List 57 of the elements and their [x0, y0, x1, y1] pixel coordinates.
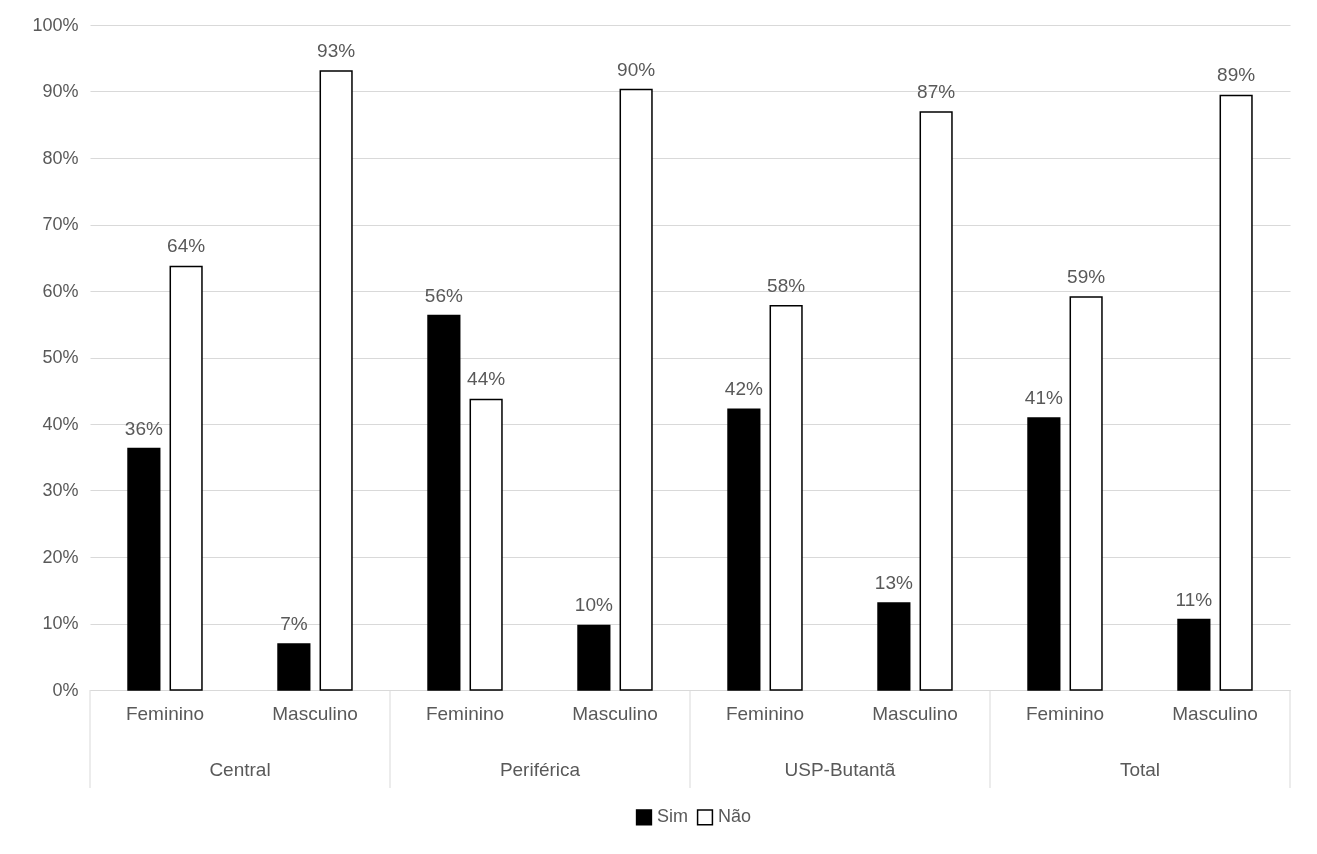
y-tick-label: 20%: [42, 546, 79, 567]
y-tick-label: 30%: [42, 480, 79, 500]
x-tick-label: Feminino: [425, 702, 505, 724]
bar: [919, 111, 953, 691]
text: Periférica: [499, 759, 581, 780]
data-label: 58%: [767, 274, 806, 296]
bar: [1177, 618, 1211, 691]
y-tick-label: 100%: [32, 14, 79, 35]
x-tick-label: Masculino: [1172, 702, 1258, 724]
x-tick-label: Feminino: [125, 702, 205, 724]
bar: [877, 602, 911, 691]
legend-label: Não: [718, 806, 752, 827]
bar: [319, 70, 353, 691]
bar: [619, 88, 653, 691]
bar: [277, 643, 311, 691]
x-tick-label: Feminino: [725, 702, 805, 724]
x-tick-label: Masculino: [572, 702, 658, 724]
data-label: 89%: [1217, 64, 1256, 86]
data-label: 42%: [724, 378, 763, 400]
data-label: 90%: [617, 58, 656, 80]
y-tick-label: 40%: [42, 413, 79, 434]
bar: [769, 304, 803, 691]
bar: [727, 408, 761, 691]
text: Central: [209, 759, 271, 780]
data-label: 87%: [917, 81, 956, 103]
bar: [1069, 296, 1103, 691]
data-label: 93%: [317, 39, 356, 61]
x-tick-label: Feminino: [1025, 702, 1105, 724]
text: USP-Butantã: [784, 759, 896, 780]
x-tick-label: Masculino: [272, 702, 358, 724]
data-label: 13%: [874, 571, 913, 593]
data-label: 10%: [574, 594, 613, 616]
y-tick-label: 90%: [42, 81, 79, 101]
bar: [427, 314, 461, 691]
y-tick-label: 50%: [42, 347, 79, 367]
y-tick-label: 80%: [42, 147, 79, 168]
data-label: 56%: [424, 284, 463, 306]
bar: [1027, 417, 1061, 691]
bar: [169, 265, 203, 691]
bar: [127, 447, 161, 691]
data-label: 59%: [1067, 265, 1106, 287]
y-tick-label: 70%: [42, 214, 79, 234]
text: Total: [1119, 759, 1161, 780]
data-label: 64%: [167, 235, 206, 257]
data-label: 11%: [1175, 588, 1213, 610]
data-label: 36%: [124, 417, 163, 439]
y-tick-label: 0%: [52, 679, 79, 700]
data-label: 44%: [467, 368, 506, 390]
y-tick-label: 10%: [42, 613, 79, 633]
bar: [577, 624, 611, 691]
bar: [469, 398, 503, 691]
bar: [1219, 94, 1253, 691]
x-tick-label: Masculino: [872, 702, 958, 724]
y-tick-label: 60%: [42, 280, 79, 301]
data-label: 41%: [1024, 387, 1063, 409]
legend-label: Sim: [657, 806, 688, 827]
data-label: 7%: [280, 613, 308, 635]
